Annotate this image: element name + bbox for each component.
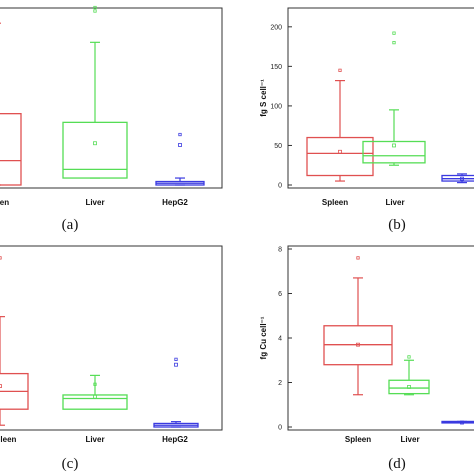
mean-marker [0,384,2,388]
x-tick-label: Spleen [0,198,9,207]
y-tick-label: 150 [270,64,282,71]
box-iqr [62,394,128,410]
y-tick-label: 8 [278,247,282,254]
box-hepg2 [155,132,205,186]
box-spleen [306,68,374,182]
x-tick-label: pleen [0,435,17,444]
x-tick-label: Liver [400,435,419,444]
box-liver [388,355,430,396]
x-tick-label: Spleen [322,198,348,207]
box-iqr [306,136,374,177]
mean-marker [338,149,342,154]
panel-label: (b) [388,217,406,233]
outlier-marker [338,68,342,72]
x-tick-label: Liver [85,435,104,444]
y-tick-label: 50 [274,143,282,150]
mean-marker [392,143,396,148]
mean-marker [174,362,178,367]
x-tick-label: Spleen [345,435,371,444]
outlier-marker [356,256,360,260]
box-hepg2 [441,420,474,425]
box-spleen [0,256,29,426]
mean-marker [93,394,97,399]
mean-marker [178,143,182,147]
panel-c: pleen Liver HepG2 (c) [0,245,223,472]
outlier-marker [93,382,97,386]
y-tick-label: 4 [278,336,282,343]
y-tick-label: 2 [278,380,282,387]
plot-frame [0,245,223,431]
mean-marker [407,385,411,389]
box-liver [62,5,128,179]
plot-frame [0,7,223,189]
mean-marker [356,342,360,347]
y-axis-label: fg S cell⁻¹ [259,79,268,117]
panel-label: (c) [62,456,79,472]
x-tick-label: HepG2 [162,435,188,444]
x-tick-label: HepG2 [162,198,188,207]
plot-frame [287,245,474,431]
x-tick-label: Liver [385,198,404,207]
box-spleen [0,22,22,186]
outlier-marker [93,5,97,10]
box-spleen [323,256,393,396]
outlier-marker [392,41,396,45]
box-iqr [388,379,430,395]
box-liver [62,374,128,410]
y-tick-label: 200 [270,24,282,31]
y-tick-label: 100 [270,103,282,110]
y-tick-label: 0 [278,183,282,190]
box-iqr [362,140,426,164]
box-hepg2 [153,357,199,428]
outlier-marker [93,9,97,13]
box-liver [362,31,426,166]
outlier-marker [407,355,411,359]
panel-label: (a) [62,217,79,233]
panel-b: 0 50 100 150 200 fg S cell⁻¹ Spleen Liver (b) [259,7,474,233]
outlier-marker [0,256,2,260]
panel-a: Spleen Liver HepG2 (a) [0,5,223,233]
box-iqr [0,113,22,186]
outlier-marker [392,31,396,35]
mean-marker [460,176,464,181]
y-tick-label: 6 [278,291,282,298]
plot-frame [287,7,474,189]
mean-marker [93,141,97,146]
panel-d: 0 2 4 6 8 fg Cu cell⁻¹ Spleen Liver (d) [259,245,474,472]
outlier-marker [174,357,178,361]
mean-marker [460,420,464,425]
box-hepg2 [441,173,474,184]
panel-label: (d) [388,456,406,472]
y-axis-label: fg Cu cell⁻¹ [259,316,268,359]
x-tick-label: Liver [85,198,104,207]
outlier-marker [178,132,182,137]
y-tick-label: 0 [278,425,282,432]
box-iqr [62,121,128,179]
